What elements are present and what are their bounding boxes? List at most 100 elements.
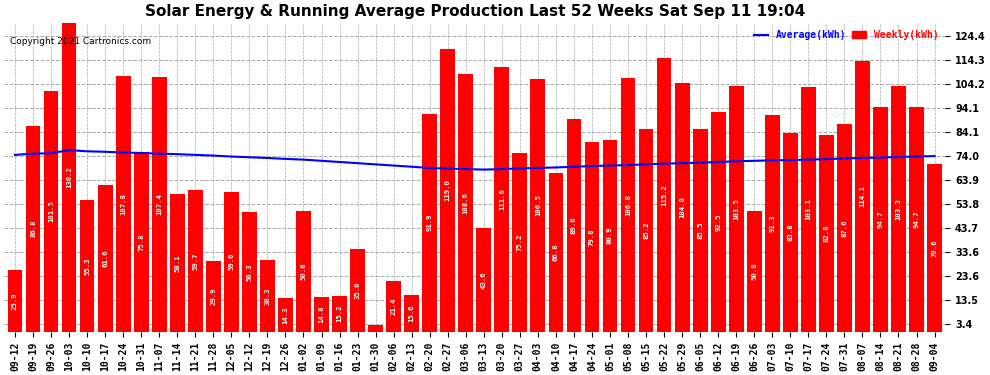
Bar xyxy=(765,115,780,332)
Text: 106.8: 106.8 xyxy=(625,194,631,216)
Bar xyxy=(368,325,383,332)
Text: 50.8: 50.8 xyxy=(751,262,757,280)
Text: 25.9: 25.9 xyxy=(12,292,18,310)
Bar xyxy=(423,114,437,332)
Text: 103.1: 103.1 xyxy=(805,198,812,220)
Bar xyxy=(170,194,185,332)
Text: 61.6: 61.6 xyxy=(102,250,108,267)
Bar xyxy=(296,211,311,332)
Text: 119.0: 119.0 xyxy=(445,180,450,201)
Text: 114.1: 114.1 xyxy=(859,185,865,207)
Bar xyxy=(675,83,689,332)
Text: 59.0: 59.0 xyxy=(229,253,235,270)
Bar xyxy=(566,119,581,332)
Bar xyxy=(61,22,76,332)
Bar xyxy=(224,192,239,332)
Bar xyxy=(909,107,924,332)
Text: 107.4: 107.4 xyxy=(156,194,162,215)
Bar xyxy=(44,91,58,332)
Bar xyxy=(494,67,509,332)
Text: 82.8: 82.8 xyxy=(824,225,830,242)
Text: 85.2: 85.2 xyxy=(644,222,649,239)
Bar xyxy=(116,76,131,332)
Text: 50.3: 50.3 xyxy=(247,263,252,281)
Bar xyxy=(801,87,816,332)
Bar xyxy=(98,186,113,332)
Text: 106.5: 106.5 xyxy=(535,194,541,216)
Text: 101.5: 101.5 xyxy=(49,200,54,222)
Text: 50.8: 50.8 xyxy=(301,262,307,280)
Bar xyxy=(603,140,618,332)
Bar xyxy=(332,296,346,332)
Text: 30.3: 30.3 xyxy=(264,287,270,304)
Bar xyxy=(151,77,166,332)
Text: 43.6: 43.6 xyxy=(481,271,487,289)
Text: 66.8: 66.8 xyxy=(552,244,559,261)
Text: 130.2: 130.2 xyxy=(66,166,72,188)
Bar xyxy=(458,74,473,332)
Bar xyxy=(729,86,743,332)
Text: 70.6: 70.6 xyxy=(932,239,938,256)
Text: 85.5: 85.5 xyxy=(697,222,703,239)
Bar xyxy=(404,295,419,332)
Text: 83.8: 83.8 xyxy=(787,224,793,241)
Text: 80.9: 80.9 xyxy=(607,227,613,244)
Bar xyxy=(278,298,293,332)
Bar xyxy=(548,173,563,332)
Bar xyxy=(855,61,870,332)
Bar xyxy=(711,112,726,332)
Bar xyxy=(837,124,851,332)
Text: 14.8: 14.8 xyxy=(319,305,325,323)
Bar xyxy=(26,126,41,332)
Legend: Average(kWh), Weekly(kWh): Average(kWh), Weekly(kWh) xyxy=(751,28,940,42)
Bar xyxy=(693,129,708,332)
Bar xyxy=(928,164,941,332)
Bar xyxy=(206,261,221,332)
Text: 55.3: 55.3 xyxy=(84,257,90,275)
Bar xyxy=(8,270,23,332)
Bar xyxy=(80,201,94,332)
Bar xyxy=(513,153,528,332)
Text: 108.6: 108.6 xyxy=(462,192,468,214)
Bar xyxy=(639,129,653,332)
Bar xyxy=(746,211,761,332)
Text: 75.8: 75.8 xyxy=(139,233,145,250)
Text: 29.9: 29.9 xyxy=(210,288,217,305)
Bar xyxy=(783,133,798,332)
Bar xyxy=(584,142,599,332)
Text: 75.2: 75.2 xyxy=(517,234,523,251)
Text: 91.9: 91.9 xyxy=(427,214,433,231)
Bar xyxy=(656,58,671,332)
Bar xyxy=(386,281,401,332)
Bar xyxy=(476,228,491,332)
Bar xyxy=(242,212,256,332)
Title: Solar Energy & Running Average Production Last 52 Weeks Sat Sep 11 19:04: Solar Energy & Running Average Productio… xyxy=(145,4,805,19)
Bar xyxy=(441,49,455,332)
Text: 107.8: 107.8 xyxy=(120,193,126,215)
Text: 58.1: 58.1 xyxy=(174,254,180,272)
Bar xyxy=(350,249,365,332)
Text: 111.6: 111.6 xyxy=(499,188,505,210)
Text: 59.7: 59.7 xyxy=(192,252,198,270)
Text: 91.3: 91.3 xyxy=(769,214,775,232)
Bar xyxy=(891,87,906,332)
Text: 104.8: 104.8 xyxy=(679,196,685,218)
Text: 14.3: 14.3 xyxy=(282,306,288,324)
Text: 15.2: 15.2 xyxy=(337,305,343,322)
Text: 86.8: 86.8 xyxy=(30,220,36,237)
Text: 103.5: 103.5 xyxy=(734,198,740,220)
Bar xyxy=(188,190,203,332)
Bar xyxy=(873,107,888,332)
Bar xyxy=(314,297,329,332)
Text: 94.7: 94.7 xyxy=(877,211,883,228)
Bar xyxy=(260,260,275,332)
Bar xyxy=(531,79,545,332)
Text: 21.4: 21.4 xyxy=(391,298,397,315)
Bar xyxy=(134,152,148,332)
Text: 35.0: 35.0 xyxy=(354,282,360,299)
Text: 92.5: 92.5 xyxy=(715,213,721,231)
Text: 115.2: 115.2 xyxy=(661,184,667,206)
Bar xyxy=(621,78,636,332)
Bar xyxy=(819,135,834,332)
Text: 103.3: 103.3 xyxy=(896,198,902,220)
